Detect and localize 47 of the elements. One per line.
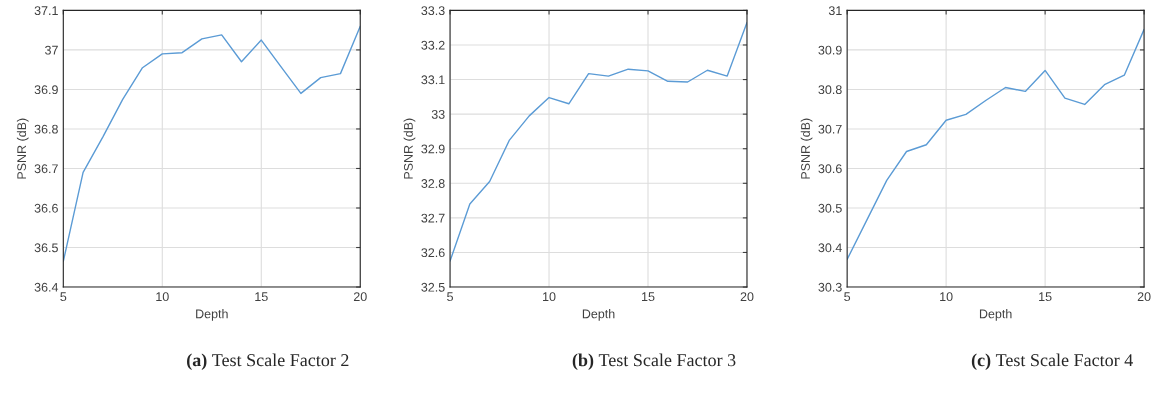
y-tick-label: 31 [828,6,842,16]
x-tick-label: 10 [543,292,556,302]
y-tick-label: 33.2 [421,40,445,50]
y-axis-title: PSNR (dB) [800,118,813,179]
x-tick-label: 20 [1137,292,1151,302]
y-tick-label: 33 [431,109,445,119]
y-tick-label: 33.3 [421,6,445,16]
y-tick-label: 32.5 [421,282,445,292]
line-series [847,28,1145,261]
x-tick-label: 15 [255,292,268,302]
y-tick-label: 30.3 [818,282,842,292]
text: (b) Test Scale Factor 3 [572,353,736,370]
x-axis-title: Depth [979,309,1012,321]
y-tick-label: 30.9 [818,45,842,55]
x-tick-label: 15 [1039,292,1052,302]
y-tick-label: 32.8 [421,179,445,188]
y-tick-label: 36.9 [34,85,58,95]
text: (a) Test Scale Factor 2 [187,353,349,370]
y-tick-label: 37.1 [34,6,58,16]
y-tick-label: 32.6 [421,248,445,258]
x-axis-title: Depth [582,309,615,321]
x-tick-label: 5 [60,292,67,302]
x-tick-label: 20 [353,292,367,302]
y-tick-label: 36.5 [34,243,58,253]
y-tick-label: 32.9 [421,144,445,154]
y-tick-label: 36.4 [34,282,59,292]
y-tick-label: 36.6 [34,203,58,213]
y-tick-label: 37 [45,45,58,55]
x-tick-label: 10 [156,292,169,302]
y-tick-label: 30.7 [818,124,842,134]
y-tick-label: 36.8 [34,124,58,134]
y-tick-label: 30.4 [818,243,842,253]
y-axis-title: PSNR (dB) [16,118,29,179]
y-tick-label: 36.7 [34,164,58,174]
x-axis-title: Depth [196,309,228,321]
y-tick-label: 32.7 [421,213,445,223]
y-tick-label: 33.1 [421,75,445,85]
x-tick-label: 10 [940,292,953,302]
x-tick-label: 5 [844,292,851,302]
y-tick-label: 30.6 [818,164,842,174]
x-tick-label: 5 [447,292,453,302]
x-tick-label: 20 [740,292,754,302]
y-tick-label: 30.8 [818,85,842,95]
x-tick-label: 15 [642,292,655,302]
y-axis-title: PSNR (dB) [403,118,416,179]
text: (c) Test Scale Factor 4 [971,353,1133,370]
y-tick-label: 30.5 [818,203,842,213]
